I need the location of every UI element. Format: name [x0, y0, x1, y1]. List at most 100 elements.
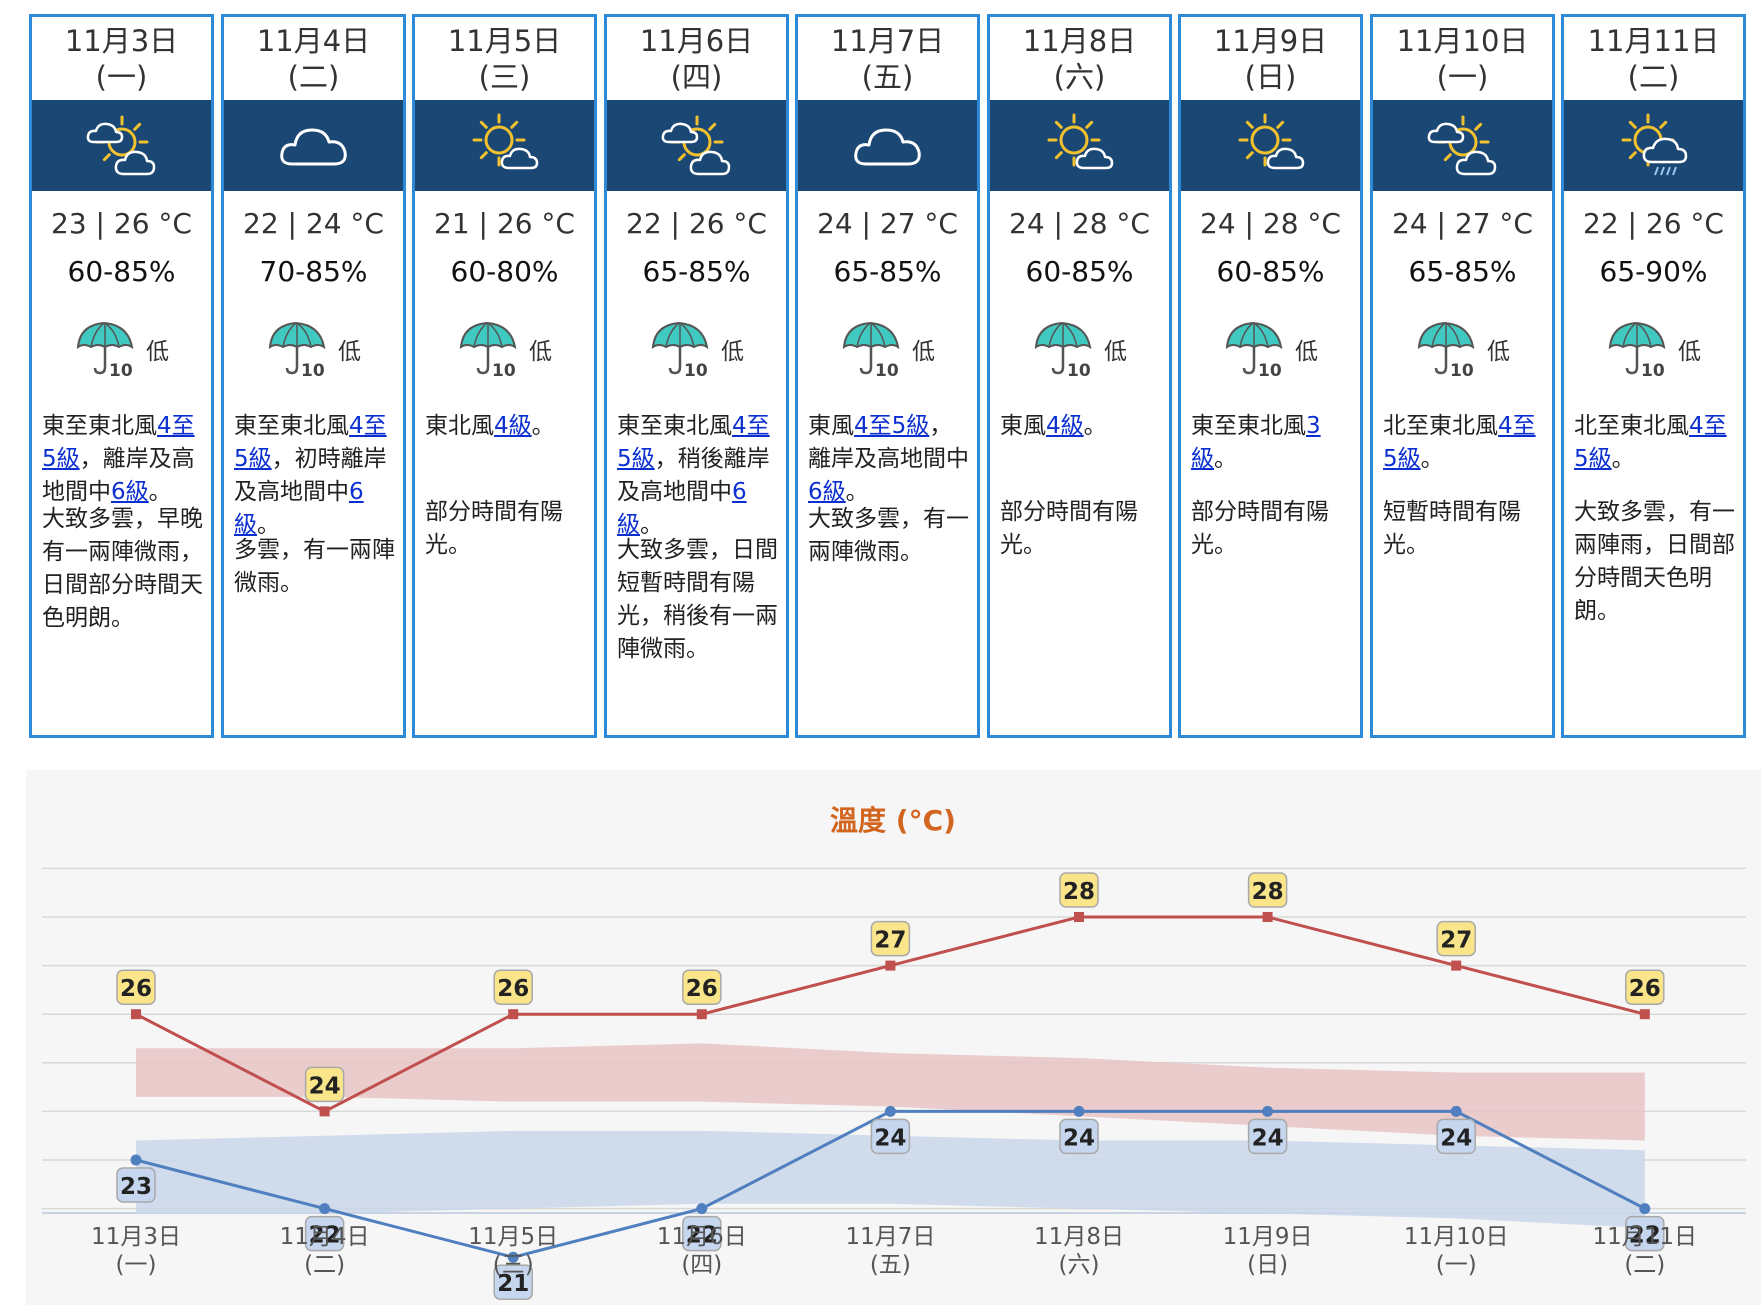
weather-description: 多雲，有一兩陣微雨。 [234, 537, 395, 596]
weather-icon-band [224, 100, 403, 191]
forecast-date: 11月6日 (四) [607, 23, 786, 95]
wind-description: 東至東北風4至5級，離岸及高地間中6級。 [42, 410, 203, 509]
forecast-date: 11月7日 (五) [798, 23, 977, 95]
data-point [131, 1009, 141, 1020]
temperature-range: 24 | 28 °C [1009, 207, 1150, 240]
x-tick-weekday-label: (二) [304, 1252, 345, 1278]
forecast-weekday-label: (日) [1244, 60, 1297, 94]
weather-description: 大致多雲，有一兩陣微雨。 [808, 506, 969, 565]
forecast-weekday-label: (二) [287, 60, 340, 94]
rain-probability[interactable]: 10 低 [798, 319, 977, 379]
wind-force-link[interactable]: 4至5級 [234, 413, 387, 472]
data-label: 22 [686, 1223, 718, 1249]
forecast-date: 11月10日 (一) [1373, 23, 1552, 95]
wind-force-link[interactable]: 6級 [111, 479, 149, 505]
rain-probability[interactable]: 10 低 [1181, 319, 1360, 379]
rain-probability[interactable]: 10 低 [1373, 319, 1552, 379]
data-point [1262, 1105, 1274, 1117]
wind-text: 東至東北風 [1191, 413, 1306, 439]
wind-force-link[interactable]: 4至5級 [854, 413, 930, 439]
wind-force-link[interactable]: 4級 [1046, 413, 1084, 439]
cloudy-icon [279, 128, 347, 165]
wind-text: 東北風 [425, 413, 494, 439]
data-label: 24 [1440, 1125, 1472, 1151]
data-point [1262, 912, 1273, 922]
temperature-chart: 溫度 (°C) 26 24 26 26 27 28 28 27 26 23 22 21 22 24 24 24 2… [26, 770, 1761, 1305]
data-label-box [304, 1066, 345, 1103]
weather-description: 部分時間有陽光。 [1191, 499, 1329, 558]
data-point [1639, 1009, 1650, 1020]
sun-shower-icon [1621, 113, 1687, 175]
x-tick-weekday-label: (三) [493, 1252, 534, 1278]
wind-force-link[interactable]: 3級 [1191, 413, 1321, 472]
rain-probability-label: 低 [1104, 339, 1127, 365]
temperature-range: 21 | 26 °C [434, 207, 575, 240]
humidity-range: 60-80% [450, 255, 559, 288]
wind-force-link[interactable]: 4至5級 [1383, 413, 1536, 472]
wind-text: 。 [148, 479, 172, 505]
x-tick-label: 11月10日 [1404, 1224, 1509, 1250]
rain-probability[interactable]: 10 低 [224, 319, 403, 379]
data-point [508, 1009, 519, 1020]
wind-force-link[interactable]: 4至5級 [617, 413, 770, 472]
wind-text: 北至東北風 [1383, 413, 1498, 439]
wind-text: 北至東北風 [1574, 413, 1689, 439]
wind-text: 。 [531, 413, 555, 439]
umbrella-icon: 10 [1034, 321, 1092, 379]
forecast-day-card: 11月6日 (四) 22 | 26 °C 65-85% 10 低東至東北風4至5級，稍後離… [604, 14, 789, 738]
forecast-cards: 11月3日 (一) 23 | 26 °C 60-85% 10 低東至東北風4至5級，離岸及… [29, 14, 1761, 738]
wind-text: 東至東北風 [234, 413, 349, 439]
wind-description: 東北風4級。 [425, 410, 586, 443]
forecast-date-label: 11月7日 [830, 24, 945, 58]
data-label-box [870, 1118, 911, 1155]
rain-probability[interactable]: 10 低 [415, 319, 594, 379]
data-label: 26 [497, 976, 529, 1002]
rain-probability-label: 低 [1487, 339, 1510, 365]
forecast-day-card: 11月7日 (五) 24 | 27 °C 65-85% 10 低東風4至5級，離岸及高地間… [795, 14, 980, 738]
wind-text: ，初時離岸及高地間中 [234, 446, 387, 505]
rain-probability[interactable]: 10 低 [32, 319, 211, 379]
forecast-date: 11月4日 (二) [224, 23, 403, 95]
wind-force-link[interactable]: 6級 [234, 479, 364, 538]
wind-description: 北至東北風4至5級。 [1574, 410, 1735, 476]
data-point [507, 1251, 519, 1263]
weather-description: 大致多雲，日間短暫時間有陽光，稍後有一兩陣微雨。 [617, 537, 778, 662]
wind-force-link[interactable]: 4級 [494, 413, 532, 439]
forecast-day-card: 11月3日 (一) 23 | 26 °C 60-85% 10 低東至東北風4至5級，離岸及… [29, 14, 214, 738]
wind-text: 。 [1611, 446, 1635, 472]
wind-force-link[interactable]: 6級 [808, 479, 846, 505]
rain-probability[interactable]: 10 低 [607, 319, 786, 379]
data-point [1074, 912, 1084, 922]
data-label-box [870, 920, 911, 957]
wind-description: 東至東北風4至5級，稍後離岸及高地間中6級。 [617, 410, 778, 542]
weather-icon-band [798, 100, 977, 191]
weather-description: 部分時間有陽光。 [425, 499, 563, 558]
forecast-weekday-label: (六) [1053, 60, 1106, 94]
temperature-range: 22 | 26 °C [1583, 207, 1724, 240]
partly-cloudy-sun-icon [661, 115, 730, 175]
x-tick-weekday-label: (一) [116, 1252, 157, 1278]
data-point [884, 1105, 896, 1117]
wind-force-link[interactable]: 4至5級 [1574, 413, 1727, 472]
rain-probability[interactable]: 10 低 [990, 319, 1169, 379]
data-label: 26 [686, 976, 718, 1002]
wind-text: 。 [257, 512, 280, 538]
humidity-range: 65-85% [642, 255, 751, 288]
forecast-date: 11月5日 (三) [415, 23, 594, 95]
forecast-date-label: 11月4日 [256, 24, 371, 58]
wind-force-link[interactable]: 4至5級 [42, 413, 195, 472]
svg-text:10: 10 [109, 361, 133, 379]
data-point [885, 960, 896, 971]
rain-probability-label: 低 [1678, 339, 1701, 365]
x-tick-weekday-label: (五) [870, 1252, 911, 1278]
rain-probability[interactable]: 10 低 [1564, 319, 1743, 379]
umbrella-icon: 10 [1608, 321, 1666, 379]
data-point [1639, 1203, 1651, 1215]
data-label: 22 [1629, 1223, 1661, 1249]
wind-force-link[interactable]: 6級 [617, 479, 747, 538]
temperature-range: 22 | 24 °C [243, 207, 384, 240]
temperature-range: 24 | 27 °C [1392, 207, 1533, 240]
forecast-weekday-label: (一) [95, 60, 148, 94]
data-label-box [493, 1264, 533, 1300]
wind-text: 。 [1420, 446, 1444, 472]
